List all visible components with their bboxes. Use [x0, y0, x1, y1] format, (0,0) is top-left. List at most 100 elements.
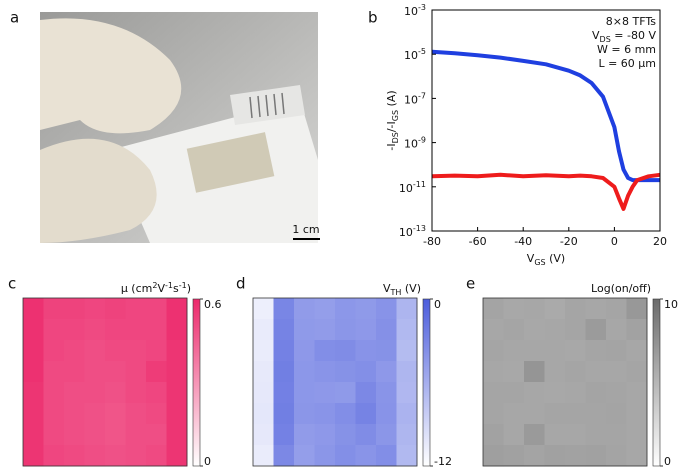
cell	[626, 403, 648, 425]
x-tick-label: 20	[653, 235, 667, 248]
cell	[524, 382, 545, 404]
cell	[64, 319, 85, 341]
cell	[294, 424, 315, 446]
colorbar-title: μ (cm2V-1s-1)	[121, 281, 191, 296]
cell	[585, 424, 607, 446]
cell	[585, 382, 607, 404]
plot-frame	[431, 9, 661, 232]
cell	[335, 298, 356, 320]
cell	[335, 361, 356, 383]
cell	[125, 445, 147, 467]
label-part: -1	[179, 281, 187, 290]
plot-frame	[482, 297, 648, 467]
label-part: V	[383, 282, 391, 295]
cell	[23, 319, 44, 341]
cell	[23, 403, 44, 425]
cell	[376, 298, 397, 320]
x-tick-label: -80	[423, 235, 441, 248]
colorbar-title: VTH (V)	[383, 282, 421, 297]
cell	[314, 382, 336, 404]
cell	[294, 403, 315, 425]
cell	[626, 340, 648, 362]
tick-exponent: -3	[418, 3, 426, 12]
cell	[483, 403, 504, 425]
cell	[483, 319, 504, 341]
label-part: DS	[600, 35, 611, 44]
cell	[273, 319, 295, 341]
scale-bar-label: 1 cm	[292, 223, 319, 236]
cell	[64, 403, 85, 425]
tick-base: 10	[404, 49, 418, 62]
cell	[376, 382, 397, 404]
cell	[544, 382, 566, 404]
label-part: V	[157, 282, 165, 295]
cell	[166, 424, 188, 446]
cell	[503, 319, 525, 341]
label-part: GS	[391, 110, 400, 121]
tick-exponent: -13	[413, 224, 426, 233]
cell	[396, 424, 418, 446]
cell	[606, 403, 627, 425]
annotation: W = 6 mm	[597, 43, 656, 56]
curve	[431, 49, 660, 183]
cell	[503, 340, 525, 362]
tick-base: 10	[399, 226, 413, 239]
label-part: -I	[385, 143, 398, 150]
label-part: DS	[391, 132, 400, 143]
cell	[166, 403, 188, 425]
cell	[146, 382, 167, 404]
cell	[544, 403, 566, 425]
cell	[606, 319, 627, 341]
cell	[23, 445, 44, 467]
glove-top	[40, 18, 182, 134]
cell	[524, 298, 545, 320]
cell	[23, 361, 44, 383]
cell	[146, 445, 167, 467]
cell	[565, 445, 586, 467]
tick-base: 10	[399, 182, 413, 195]
panel-label: b	[368, 9, 378, 27]
plot-frame	[252, 297, 418, 467]
cell	[396, 403, 418, 425]
cell	[606, 445, 627, 467]
cell	[64, 340, 85, 362]
cell	[253, 424, 274, 446]
cell	[626, 361, 648, 383]
cell	[503, 403, 525, 425]
cell	[64, 382, 85, 404]
cell	[84, 403, 106, 425]
cell	[524, 340, 545, 362]
cell	[84, 340, 106, 362]
cell	[565, 403, 586, 425]
label-part: (V)	[546, 252, 566, 265]
cell	[314, 319, 336, 341]
tick-base: 10	[404, 5, 418, 18]
cell	[355, 340, 377, 362]
tft-array	[186, 132, 275, 193]
plot-frame	[22, 297, 188, 467]
cell	[335, 445, 356, 467]
cell	[314, 424, 336, 446]
cell	[105, 403, 126, 425]
label-part: = -80 V	[611, 29, 657, 42]
annotation: 8×8 TFTs	[606, 15, 656, 28]
label-part: )	[187, 282, 191, 295]
cell	[273, 361, 295, 383]
cell	[84, 319, 106, 341]
label-part: -1	[165, 281, 173, 290]
cell	[544, 424, 566, 446]
cell	[626, 445, 648, 467]
cell	[84, 424, 106, 446]
cell	[335, 319, 356, 341]
cell	[105, 424, 126, 446]
tick-exponent: -11	[413, 179, 426, 188]
curve	[431, 172, 661, 211]
cell	[376, 340, 397, 362]
cell	[273, 424, 295, 446]
cell	[125, 361, 147, 383]
cell	[23, 382, 44, 404]
x-tick-label: -60	[469, 235, 487, 248]
cell	[23, 424, 44, 446]
cell	[376, 424, 397, 446]
